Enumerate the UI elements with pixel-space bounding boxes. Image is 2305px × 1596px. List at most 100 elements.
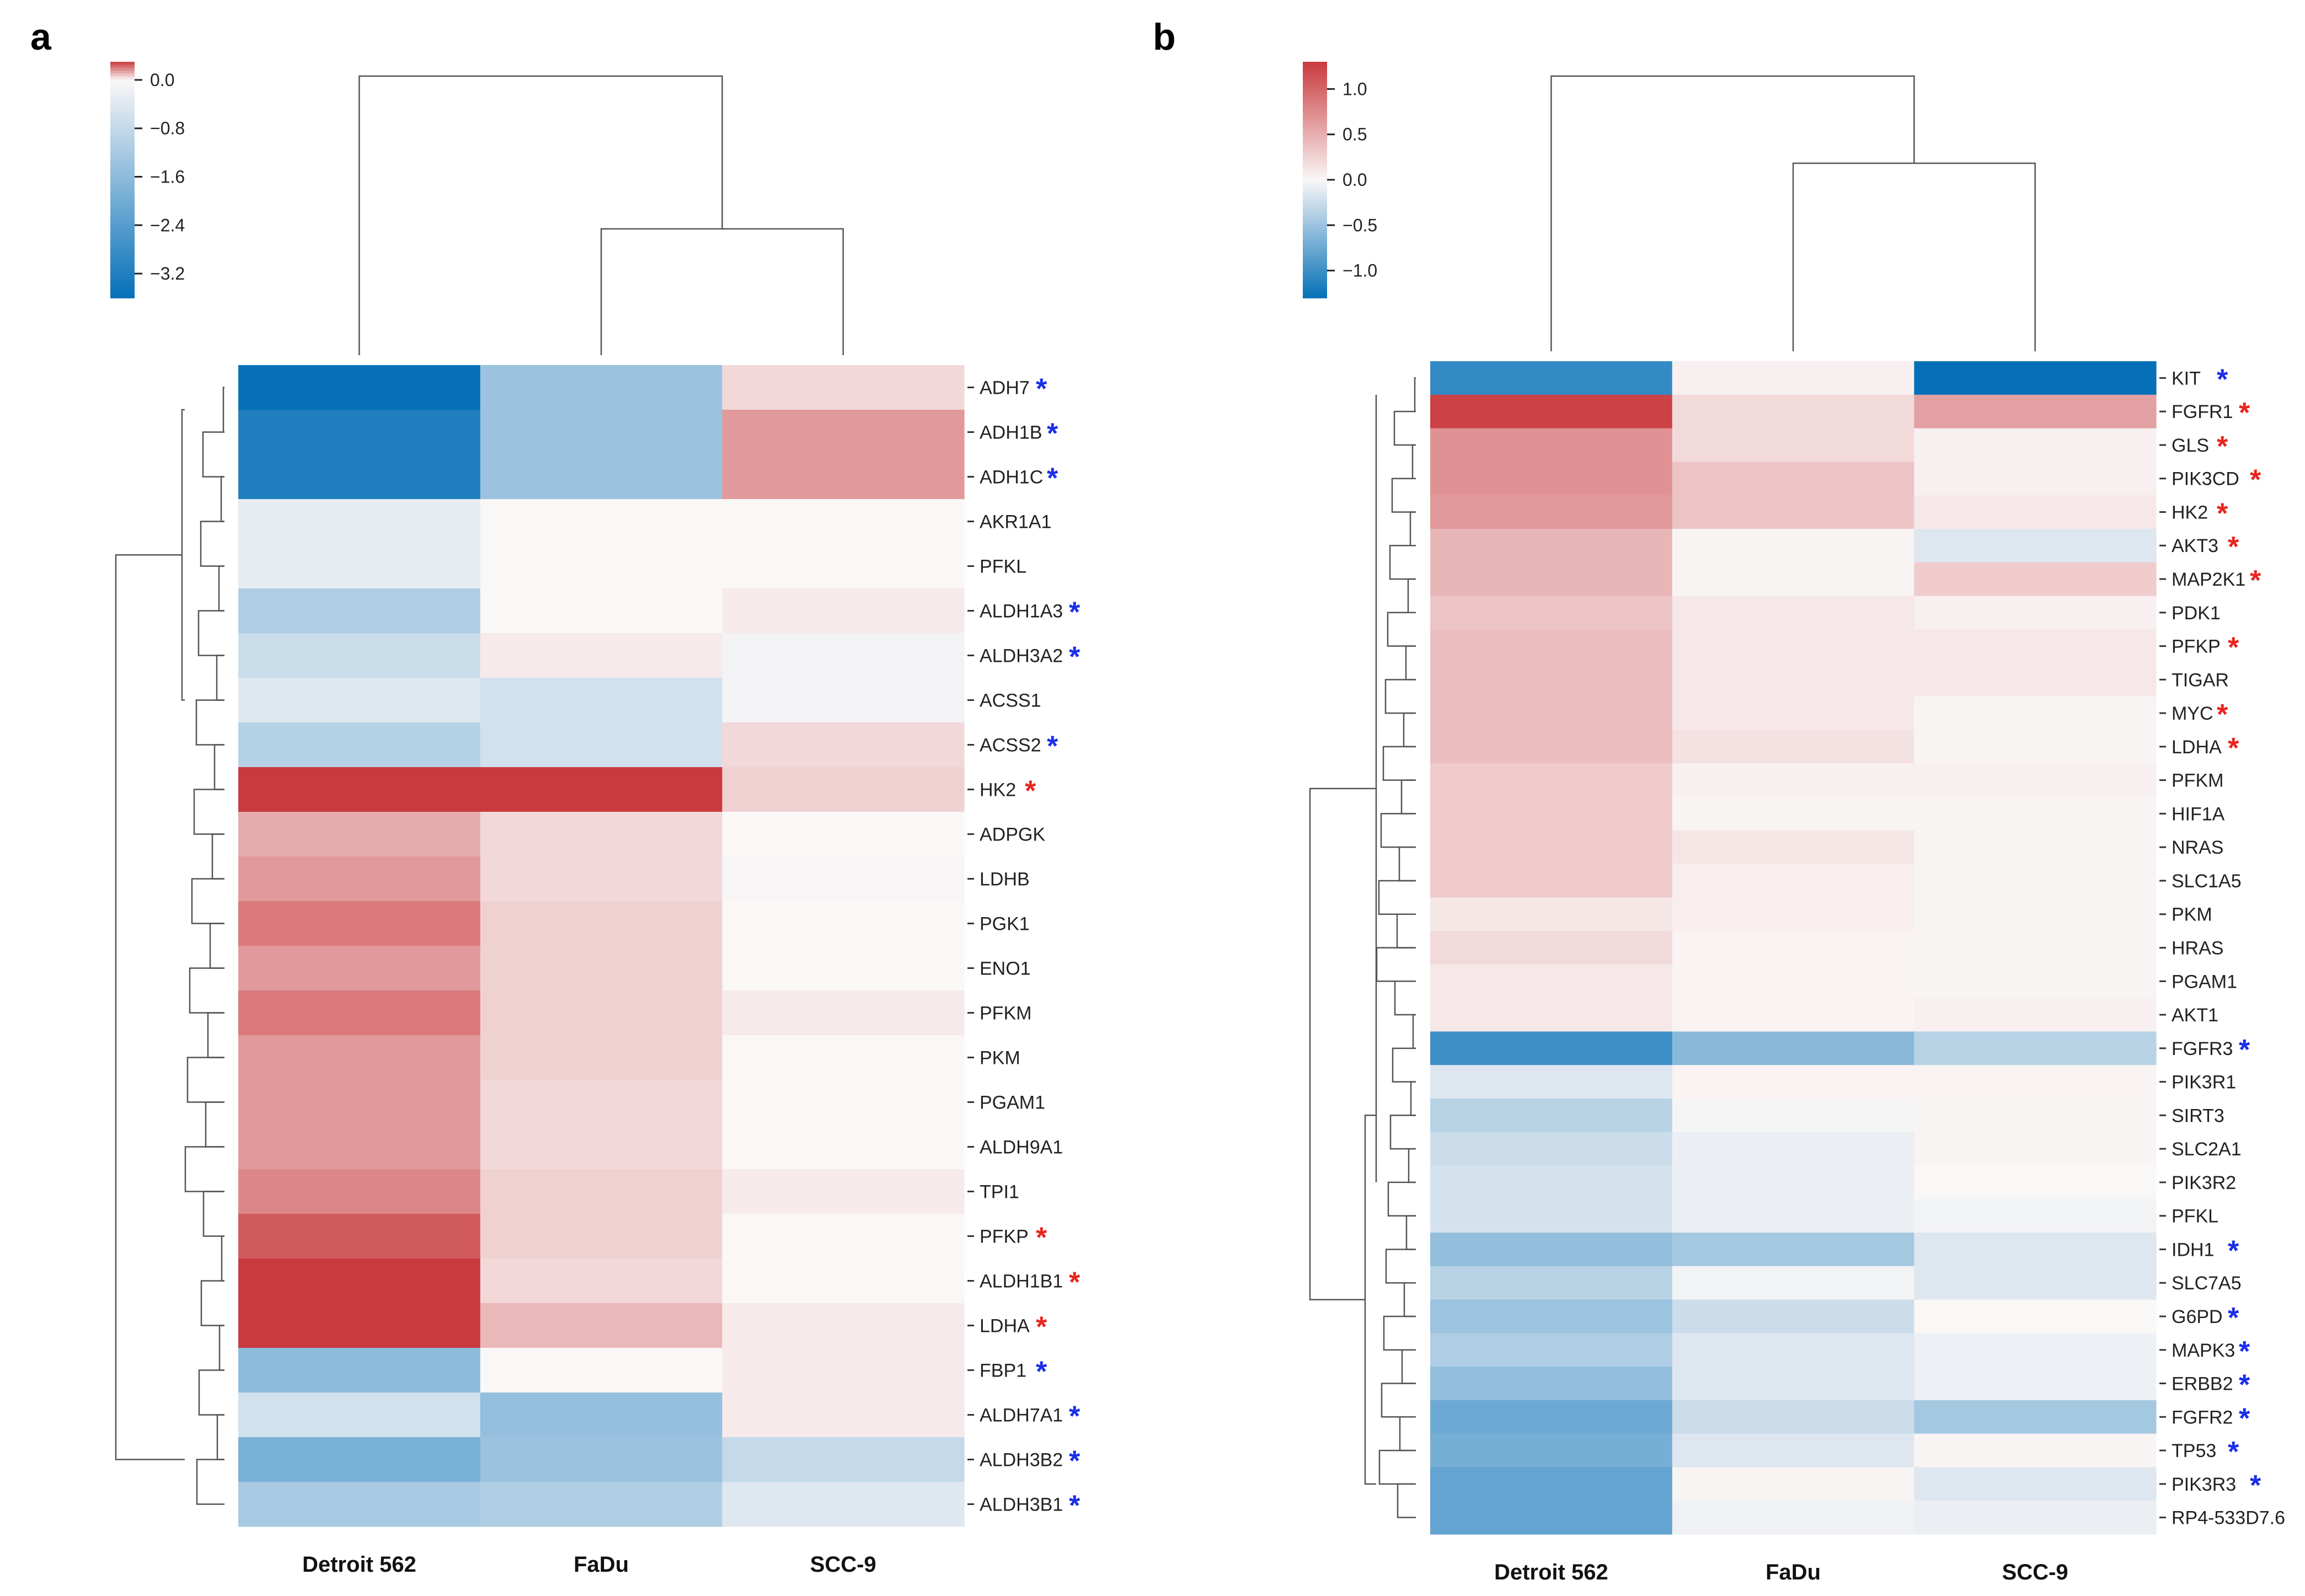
colorbar-segment [110,233,135,237]
colorbar-segment [1303,115,1327,119]
downregulated-asterisk-icon: * [2228,1235,2239,1267]
colorbar-segment [1303,174,1327,178]
heatmap-cell-LDHB-Detroit 562 [238,856,481,902]
upregulated-asterisk-icon: * [2250,565,2261,597]
colorbar-segment [1303,242,1327,245]
colorbar-segment [110,180,135,184]
colorbar-segment [1303,132,1327,136]
colorbar-segment [1303,117,1327,121]
heatmap-cell-PFKP-Detroit 562 [1430,629,1673,663]
heatmap-cell-PGK1-Detroit 562 [238,901,481,946]
heatmap-cell-HIF1A-SCC-9 [1914,797,2157,831]
heatmap-cell-FGFR3-SCC-9 [1914,1031,2157,1065]
heatmap-cell-PFKL-FaDu [480,544,723,589]
colorbar-segment [1303,253,1327,258]
downregulated-asterisk-icon: * [1047,463,1058,495]
column-label: Detroit 562 [302,1552,416,1577]
colorbar-segment [110,224,135,228]
heatmap-cell-GLS-Detroit 562 [1430,428,1673,462]
colorbar-segment [110,162,135,166]
column-label: FaDu [574,1552,629,1577]
colorbar-segment [1303,227,1327,231]
heatmap-cell-SLC1A5-Detroit 562 [1430,864,1673,898]
colorbar-segment [1303,124,1327,127]
dendrogram-link [1394,981,1416,1016]
colorbar-segment [1303,200,1327,204]
heatmap-cell-PKM-SCC-9 [1914,897,2157,931]
row-label: FGFR1 [2172,401,2233,422]
column-labels: Detroit 562 FaDu SCC-9 [1494,1560,2068,1584]
heatmap-cell-ALDH3B1-FaDu [480,1482,723,1527]
colorbar-segment [110,176,135,180]
row-label: NRAS [2172,837,2223,858]
heatmap-cell-AKT1-SCC-9 [1914,998,2157,1032]
downregulated-asterisk-icon: * [1069,1401,1081,1433]
heatmap-cell-PFKP-FaDu [480,1214,723,1259]
heatmap-cell-PFKP-Detroit 562 [238,1214,481,1259]
heatmap-cell-AKT3-FaDu [1672,528,1914,563]
heatmap-cell-SLC1A5-FaDu [1672,864,1914,898]
dendrogram-link [207,1012,224,1058]
heatmap-cell-ERBB2-FaDu [1672,1367,1914,1401]
colorbar-segment [1303,256,1327,260]
heatmap-cell-PIK3R1-Detroit 562 [1430,1065,1673,1099]
heatmap-cell-KIT-Detroit 562 [1430,361,1673,395]
heatmap-cell-PFKP-FaDu [1672,629,1914,663]
row-label: PFKP [980,1227,1029,1247]
heatmap-cell-ADH1B-Detroit 562 [238,410,481,455]
colorbar-segment [1303,91,1327,95]
heatmap-cell-G6PD-SCC-9 [1914,1299,2157,1333]
colorbar-segment [1303,94,1327,98]
upregulated-asterisk-icon: * [1025,775,1036,807]
heatmap-cell-LDHA-Detroit 562 [238,1303,481,1348]
heatmap-cell-ALDH1B1-SCC-9 [722,1258,965,1304]
dendrogram-link [184,1146,224,1192]
dendrogram-link [218,1325,224,1371]
dendrogram-link [1391,478,1416,513]
dendrogram-link [186,1057,224,1103]
row-label: PIK3CD [2172,469,2239,490]
heatmap-cell-AKT1-FaDu [1672,998,1914,1032]
colorbar-tick-label: 0.0 [1343,170,1367,190]
heatmap-cell-PGAM1-FaDu [1672,964,1914,999]
heatmap-cell-IDH1-SCC-9 [1914,1233,2157,1267]
row-label: TP53 [2172,1440,2216,1461]
colorbar-segment [1303,156,1327,160]
dendrogram-link [1403,1282,1416,1317]
colorbar-segment [1303,153,1327,157]
colorbar-segment [110,209,135,213]
dendrogram-link [1397,1483,1416,1518]
colorbar-segment [110,280,135,284]
upregulated-asterisk-icon: * [1069,1267,1081,1299]
heatmap-cells [238,365,965,1527]
heatmap-cell-PIK3CD-SCC-9 [1914,462,2157,496]
heatmap-cell-RP4-533D7.6-SCC-9 [1914,1501,2157,1535]
row-label: TIGAR [2172,670,2229,690]
upregulated-asterisk-icon: * [2217,497,2228,529]
heatmap-cell-RP4-533D7.6-FaDu [1672,1501,1914,1535]
row-label: ALDH3B2 [980,1450,1063,1471]
heatmap-cell-FBP1-FaDu [480,1348,723,1393]
heatmap-cell-ADPGK-Detroit 562 [238,812,481,857]
heatmap-cell-MAP2K1-FaDu [1672,562,1914,596]
heatmap-cell-ERBB2-SCC-9 [1914,1367,2157,1401]
dendrogram-link [222,387,224,433]
colorbar-segment [1303,235,1327,239]
heatmap-cell-MAPK3-Detroit 562 [1430,1333,1673,1367]
dendrogram-link [202,431,224,478]
heatmap-cell-PGAM1-SCC-9 [722,1080,965,1125]
row-label: ENO1 [980,958,1031,979]
colorbar-segment [1303,268,1327,272]
heatmap-cell-PFKL-Detroit 562 [238,544,481,589]
heatmap-cell-ALDH7A1-FaDu [480,1393,723,1438]
row-label: MAP2K1 [2172,569,2245,590]
downregulated-asterisk-icon: * [2228,1302,2239,1334]
dendrogram-link [193,789,224,835]
heatmap-cell-MAPK3-SCC-9 [1914,1333,2157,1367]
row-label: PKM [980,1048,1020,1069]
colorbar-segment [1303,265,1327,269]
column-label: SCC-9 [810,1552,876,1577]
row-label: SLC1A5 [2172,871,2242,892]
dendrogram-link [189,967,224,1014]
heatmap-cell-ADH1C-FaDu [480,454,723,500]
